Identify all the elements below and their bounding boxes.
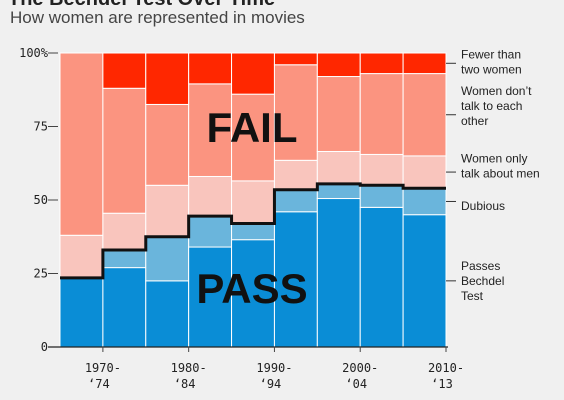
- bar-segment: [402, 155, 447, 189]
- y-tick-label: 25: [34, 267, 48, 281]
- bar-segment: [273, 52, 318, 66]
- bar-segment: [102, 249, 147, 269]
- bar-segment: [102, 87, 147, 214]
- x-tick-label: 1970-: [85, 361, 121, 375]
- bar-segment: [188, 175, 233, 217]
- bar-segment: [273, 159, 318, 191]
- y-tick-label: 50: [34, 193, 48, 207]
- bar-segment: [316, 183, 361, 200]
- legend-label: talk about men: [461, 167, 540, 181]
- pass-line-layer: [60, 182, 446, 280]
- bar-segment: [59, 234, 104, 279]
- bar-segment: [316, 198, 361, 348]
- bar-segment: [59, 277, 104, 348]
- bar-segment: [102, 267, 147, 348]
- y-tick-label: 0: [41, 340, 48, 354]
- x-tick-label: ‘13: [431, 377, 453, 391]
- bar-segment: [231, 180, 275, 225]
- legend-label: two women: [461, 63, 522, 77]
- bar-segment: [188, 246, 233, 348]
- x-tick-label: ‘94: [260, 377, 282, 391]
- x-tick-label: 2010-: [428, 361, 464, 375]
- bars-layer: [59, 52, 447, 348]
- bar-segment: [359, 206, 404, 348]
- bar-segment: [188, 215, 233, 248]
- x-tick-label: 1980-: [171, 361, 207, 375]
- bar-segment: [359, 153, 404, 186]
- legend-label: Passes: [461, 259, 500, 273]
- bar-segment: [231, 52, 275, 95]
- chart-subtitle: How women are represented in movies: [10, 8, 305, 27]
- bar-segment: [316, 52, 361, 78]
- y-tick-label: 100%: [19, 46, 49, 60]
- y-tick-label: 75: [34, 120, 48, 134]
- x-tick-label: 2000-: [342, 361, 378, 375]
- legend-label: Bechdel: [461, 274, 504, 288]
- bar-segment: [145, 280, 190, 348]
- bar-segment: [102, 212, 147, 251]
- bar-segment: [402, 187, 447, 216]
- bar-segment: [145, 236, 190, 282]
- y-axis: 0 25 50 75 100%: [19, 46, 448, 354]
- chart-title: The Bechdel Test Over Time: [8, 0, 275, 11]
- bar-segment: [316, 76, 361, 152]
- bar-segment: [145, 52, 190, 105]
- bar-segment: [402, 73, 447, 157]
- bar-segment: [273, 189, 318, 213]
- x-tick-label: ‘74: [88, 377, 110, 391]
- legend-label: Fewer than: [461, 48, 521, 62]
- bar-segment: [359, 73, 404, 155]
- legend-label: other: [461, 114, 488, 128]
- x-tick-label: 1990-: [256, 361, 292, 375]
- bar-segment: [231, 93, 275, 182]
- bar-segment: [231, 239, 275, 348]
- bar-segment: [145, 103, 190, 186]
- pass-fail-line: [60, 182, 446, 280]
- legend-label: Women don’t: [461, 84, 532, 98]
- bar-segment: [402, 214, 447, 348]
- bar-segment: [359, 184, 404, 208]
- bar-segment: [316, 150, 361, 185]
- annotation-pass: PASS: [196, 265, 307, 312]
- bar-segment: [231, 223, 275, 241]
- legend-label: talk to each: [461, 99, 522, 113]
- legend-label: Dubious: [461, 199, 505, 213]
- bar-segment: [188, 83, 233, 177]
- legend-label: Test: [461, 289, 484, 303]
- bar-segment: [102, 52, 147, 89]
- x-tick-label: ‘04: [345, 377, 367, 391]
- bar-segment: [145, 184, 190, 238]
- bar-segment: [402, 52, 447, 75]
- bar-segment: [59, 52, 104, 236]
- x-tick-label: ‘84: [174, 377, 196, 391]
- x-axis: 1970- ‘74 1980- ‘84 1990- ‘94 2000- ‘04 2010- ‘13: [85, 347, 464, 391]
- annotation-fail: FAIL: [207, 104, 298, 151]
- bar-segment: [273, 64, 318, 161]
- legend-label: Women only: [461, 152, 527, 166]
- bar-segment: [188, 52, 233, 85]
- bar-segment: [359, 52, 404, 75]
